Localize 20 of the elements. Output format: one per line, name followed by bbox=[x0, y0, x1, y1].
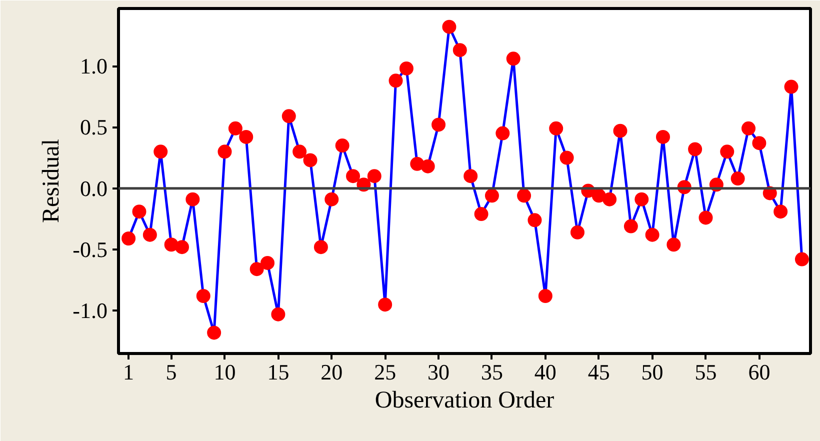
x-tick-label: 10 bbox=[214, 360, 236, 384]
x-axis-title: Observation Order bbox=[374, 388, 554, 414]
y-tick-label: 0.0 bbox=[80, 176, 108, 201]
y-axis-title: Residual bbox=[38, 138, 65, 223]
y-tick-label: 0.5 bbox=[80, 114, 108, 140]
y-tick-label: 1.0 bbox=[80, 54, 108, 78]
x-tick-label: 35 bbox=[480, 360, 503, 384]
x-tick-label: 15 bbox=[267, 360, 290, 384]
x-tick-label: 40 bbox=[534, 360, 556, 384]
x-tick-label: 1 bbox=[123, 360, 134, 384]
y-tick-label: -1.0 bbox=[72, 298, 108, 324]
x-tick-label: 50 bbox=[641, 360, 664, 384]
x-tick-label: 30 bbox=[428, 360, 450, 384]
x-tick-label: 60 bbox=[748, 360, 770, 384]
x-tick-label: 25 bbox=[374, 360, 396, 384]
x-tick-label: 45 bbox=[588, 360, 610, 384]
x-tick-label: 20 bbox=[320, 360, 343, 384]
x-tick-label: 5 bbox=[166, 360, 177, 384]
x-tick-label: 55 bbox=[694, 360, 717, 384]
y-tick-label: -0.5 bbox=[72, 237, 108, 262]
